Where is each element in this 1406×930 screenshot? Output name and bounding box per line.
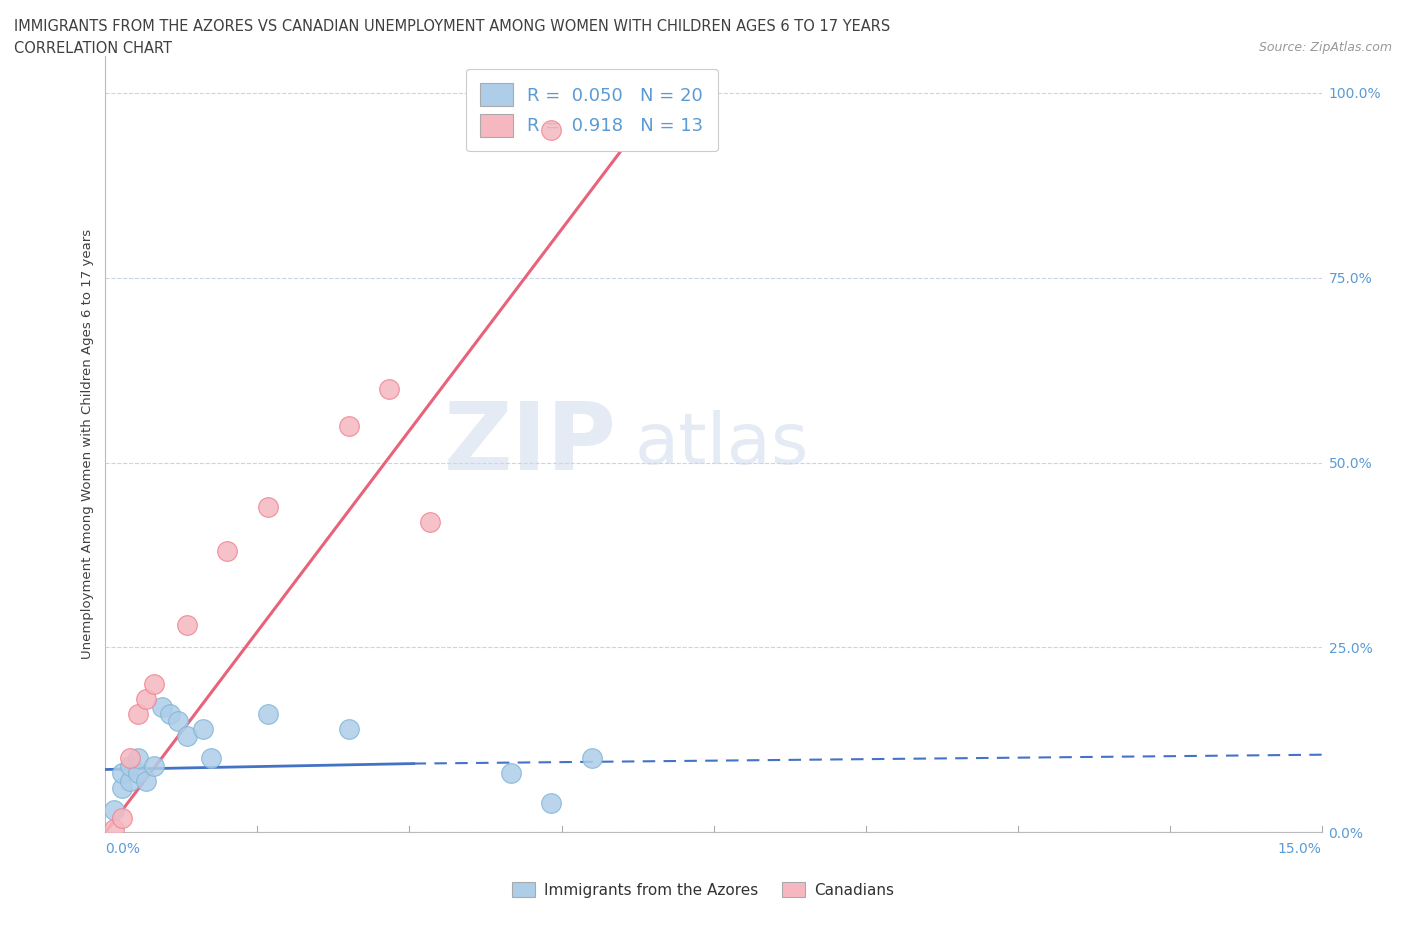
Point <box>337 418 360 433</box>
Point <box>176 618 198 632</box>
Point <box>256 707 278 722</box>
Point <box>419 514 441 529</box>
Point <box>103 821 125 836</box>
Point <box>111 810 134 825</box>
Text: atlas: atlas <box>634 409 808 479</box>
Text: 0.0%: 0.0% <box>105 842 141 856</box>
Point <box>499 765 522 780</box>
Point <box>581 751 603 765</box>
Point <box>200 751 222 765</box>
Point <box>159 707 181 722</box>
Point <box>127 751 149 765</box>
Point <box>378 381 401 396</box>
Point <box>135 773 157 788</box>
Point <box>127 707 149 722</box>
Legend: R =  0.050   N = 20, R =  0.918   N = 13: R = 0.050 N = 20, R = 0.918 N = 13 <box>465 69 718 152</box>
Text: ZIP: ZIP <box>443 398 616 490</box>
Point <box>337 722 360 737</box>
Point <box>540 795 562 810</box>
Point <box>217 544 239 559</box>
Text: Source: ZipAtlas.com: Source: ZipAtlas.com <box>1258 41 1392 54</box>
Point <box>135 692 157 707</box>
Point <box>143 677 166 692</box>
Point <box>103 803 125 817</box>
Point <box>111 780 134 795</box>
Point <box>111 765 134 780</box>
Y-axis label: Unemployment Among Women with Children Ages 6 to 17 years: Unemployment Among Women with Children A… <box>82 229 94 659</box>
Point <box>118 751 141 765</box>
Text: IMMIGRANTS FROM THE AZORES VS CANADIAN UNEMPLOYMENT AMONG WOMEN WITH CHILDREN AG: IMMIGRANTS FROM THE AZORES VS CANADIAN U… <box>14 19 890 33</box>
Point <box>176 729 198 744</box>
Legend: Immigrants from the Azores, Canadians: Immigrants from the Azores, Canadians <box>506 875 900 904</box>
Point <box>167 714 190 729</box>
Point <box>191 722 214 737</box>
Text: CORRELATION CHART: CORRELATION CHART <box>14 41 172 56</box>
Point <box>118 758 141 773</box>
Point <box>150 699 173 714</box>
Point <box>143 758 166 773</box>
Point <box>256 499 278 514</box>
Text: 15.0%: 15.0% <box>1278 842 1322 856</box>
Point <box>127 765 149 780</box>
Point <box>118 773 141 788</box>
Point <box>540 123 562 138</box>
